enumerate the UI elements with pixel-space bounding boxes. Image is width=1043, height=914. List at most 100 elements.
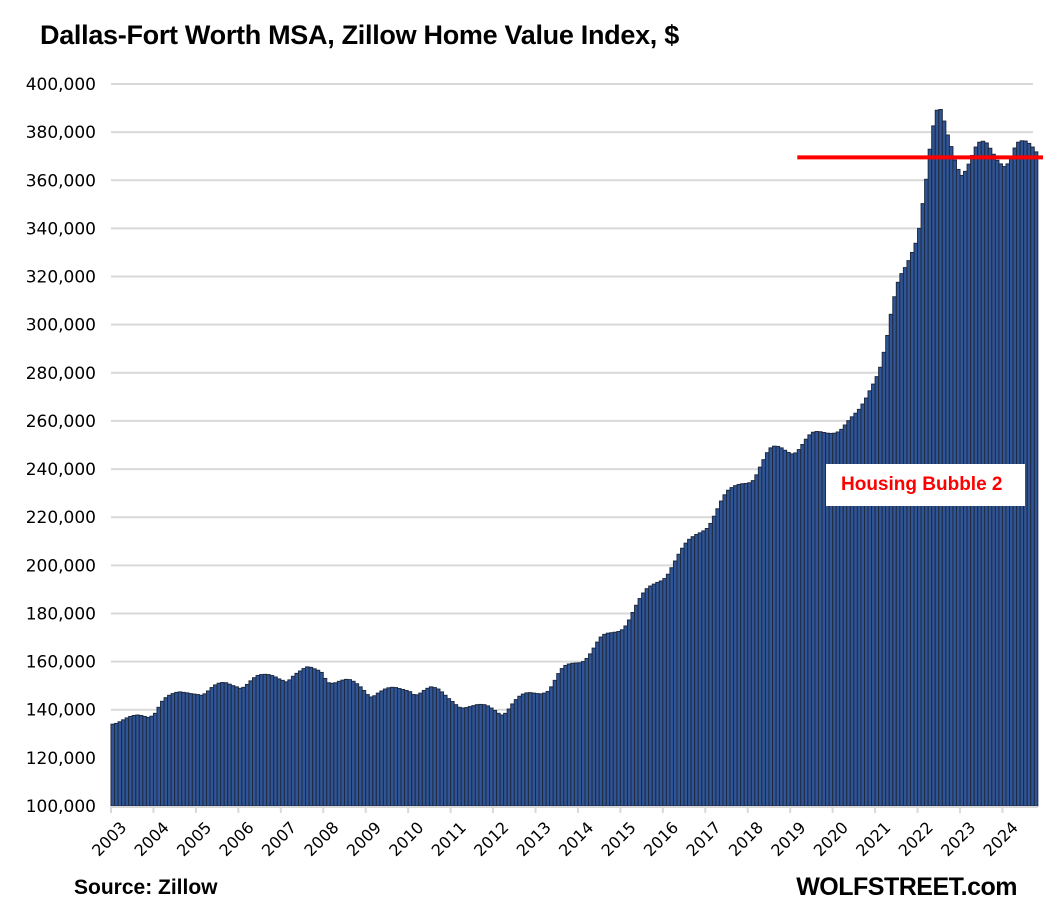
bar-2009-02: [368, 696, 374, 807]
bar-2004-08: [177, 691, 183, 807]
bar-2015-05: [634, 604, 639, 807]
y-tick-label: 140,000: [26, 701, 96, 721]
x-tick-label: 2011: [428, 818, 470, 860]
bar-2003-05: [124, 717, 130, 807]
bar-2017-08: [729, 487, 735, 807]
bar-2008-06: [340, 679, 345, 807]
x-tick-label: 2010: [385, 818, 427, 860]
bar-2018-04: [757, 466, 763, 807]
bar-2016-04: [672, 560, 678, 807]
bar-2019-08: [814, 431, 820, 807]
bar-2006-04: [248, 680, 254, 807]
bar-2009-09: [393, 687, 399, 807]
bar-2013-12: [573, 662, 579, 807]
bar-2004-05: [167, 694, 172, 807]
x-tick-label: 2014: [555, 818, 597, 860]
bar-2007-04: [290, 675, 296, 807]
bar-2012-07: [513, 699, 519, 807]
bar-2014-10: [609, 632, 614, 807]
bar-2003-11: [145, 716, 151, 807]
bar-2014-05: [591, 647, 597, 807]
bar-2016-10: [694, 534, 699, 807]
y-tick-label: 120,000: [26, 749, 96, 769]
x-tick-label: 2017: [682, 818, 724, 860]
x-tick-label: 2018: [725, 818, 767, 860]
bar-2007-07: [301, 668, 307, 807]
bar-2009-11: [400, 689, 406, 807]
bar-2021-04: [885, 335, 890, 807]
bar-2017-02: [708, 522, 713, 807]
bar-2007-01: [280, 679, 285, 807]
annotation-housing-bubble: Housing Bubble 2: [841, 474, 1003, 495]
bar-2011-04: [460, 707, 466, 807]
y-tick-label: 380,000: [26, 123, 96, 143]
bar-2012-06: [510, 703, 515, 807]
bar-2003-12: [149, 715, 154, 807]
bar-2011-09: [478, 703, 483, 807]
bar-2021-03: [881, 351, 887, 807]
bar-2005-06: [213, 684, 218, 807]
bar-2010-04: [418, 692, 423, 807]
bar-2019-09: [818, 431, 823, 807]
bar-2006-10: [269, 675, 275, 807]
y-tick-label: 100,000: [26, 797, 96, 817]
bar-2016-06: [680, 547, 685, 807]
bar-2006-07: [259, 674, 264, 807]
x-tick-label: 2006: [215, 818, 257, 860]
bar-2006-02: [241, 686, 246, 807]
x-tick-label: 2005: [173, 818, 215, 860]
bar-2012-08: [517, 695, 522, 807]
bar-2006-03: [244, 683, 250, 807]
bar-2016-12: [701, 530, 706, 807]
bar-2010-12: [446, 698, 452, 807]
bar-2013-04: [545, 690, 551, 807]
bar-2016-08: [687, 538, 692, 807]
x-tick-label: 2013: [513, 818, 555, 860]
bar-2008-02: [326, 682, 331, 807]
bar-2024-08: [1026, 142, 1032, 807]
bar-2010-03: [414, 694, 420, 807]
bar-2004-11: [188, 693, 193, 807]
x-tick-label: 2023: [937, 818, 979, 860]
y-tick-label: 220,000: [26, 508, 96, 528]
y-tick-label: 320,000: [26, 268, 96, 288]
bar-2019-06: [807, 434, 812, 807]
y-tick-label: 360,000: [26, 171, 96, 191]
bar-2019-03: [796, 449, 802, 807]
bar-2004-02: [156, 706, 162, 807]
bar-2015-12: [658, 580, 664, 807]
bar-2010-06: [425, 687, 430, 807]
bar-2008-09: [351, 680, 356, 807]
bar-2014-08: [602, 633, 607, 807]
bar-2008-05: [336, 680, 342, 807]
bar-2006-11: [273, 676, 278, 807]
y-axis-ticks: 100,000 120,000 140,000 160,000 180,000 200,0…: [26, 75, 96, 817]
bar-2016-11: [697, 532, 703, 807]
bar-2016-02: [665, 573, 671, 807]
bar-2018-11: [782, 449, 788, 807]
bar-2013-10: [566, 663, 572, 807]
bar-2021-09: [902, 267, 908, 807]
bar-2007-06: [297, 670, 303, 807]
bar-2011-06: [467, 706, 473, 807]
gridlines: [111, 83, 1033, 759]
bar-2018-10: [779, 447, 784, 807]
bar-2013-02: [538, 693, 544, 807]
bar-2018-05: [761, 459, 766, 807]
bar-2018-01: [747, 482, 752, 807]
bar-2013-09: [563, 664, 568, 807]
bar-2010-02: [411, 694, 416, 807]
bar-2013-01: [535, 693, 540, 807]
bar-2015-08: [644, 588, 650, 807]
bar-2010-10: [439, 691, 445, 807]
bar-2018-09: [775, 445, 781, 807]
bar-2011-11: [485, 705, 491, 807]
x-axis-ticks: 2003 2004 2005 2006 2007 2008 2009 2010 2011 2012…: [88, 806, 1022, 860]
bar-2008-12: [361, 689, 367, 807]
x-tick-label: 2009: [343, 818, 385, 860]
bar-2021-07: [895, 281, 901, 807]
bar-2005-01: [195, 694, 200, 807]
bar-2003-01: [110, 723, 116, 807]
bar-2009-03: [372, 695, 377, 807]
y-tick-label: 300,000: [26, 316, 96, 336]
